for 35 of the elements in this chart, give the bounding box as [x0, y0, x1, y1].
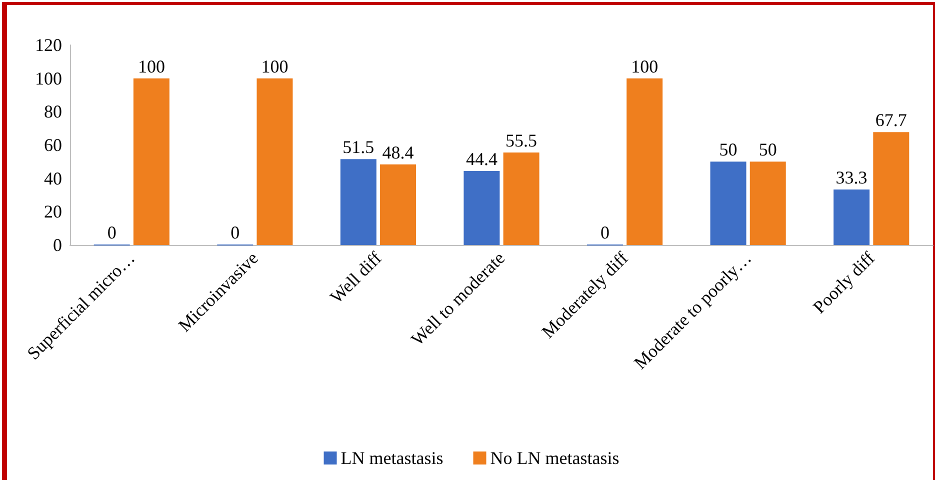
bar [133, 78, 170, 245]
data-label: 0 [107, 222, 116, 242]
data-label: 0 [230, 222, 240, 242]
data-label: 48.4 [382, 142, 414, 162]
y-tick-label: 0 [53, 235, 62, 255]
bar [834, 190, 870, 245]
bar [750, 162, 786, 245]
legend-label: LN metastasis [340, 448, 444, 468]
data-label: 0 [600, 222, 610, 242]
y-tick-label: 120 [35, 35, 62, 55]
bar [340, 159, 376, 245]
y-tick-label: 100 [35, 68, 62, 88]
data-label: 33.3 [836, 168, 868, 188]
bar [256, 78, 293, 245]
data-label: 67.7 [875, 110, 907, 130]
bar [380, 164, 416, 245]
data-label: 100 [138, 56, 165, 76]
y-tick-label: 60 [44, 135, 62, 155]
data-label: 50 [719, 140, 738, 160]
y-tick-label: 20 [44, 202, 62, 222]
bar [873, 132, 910, 245]
data-label: 100 [261, 56, 288, 76]
data-label: 44.4 [466, 149, 498, 169]
x-tick-label: Well diff [326, 248, 386, 308]
legend-label: No LN metastasis [490, 448, 620, 468]
bar [626, 78, 663, 245]
data-label: 100 [631, 56, 658, 76]
data-label: 51.5 [342, 137, 374, 158]
data-label: 55.5 [506, 130, 538, 150]
y-tick-label: 80 [44, 102, 62, 122]
bar [503, 152, 540, 245]
y-tick-label: 40 [44, 168, 62, 188]
bar [464, 171, 500, 245]
data-label: 50 [758, 140, 777, 160]
bar [710, 162, 746, 245]
